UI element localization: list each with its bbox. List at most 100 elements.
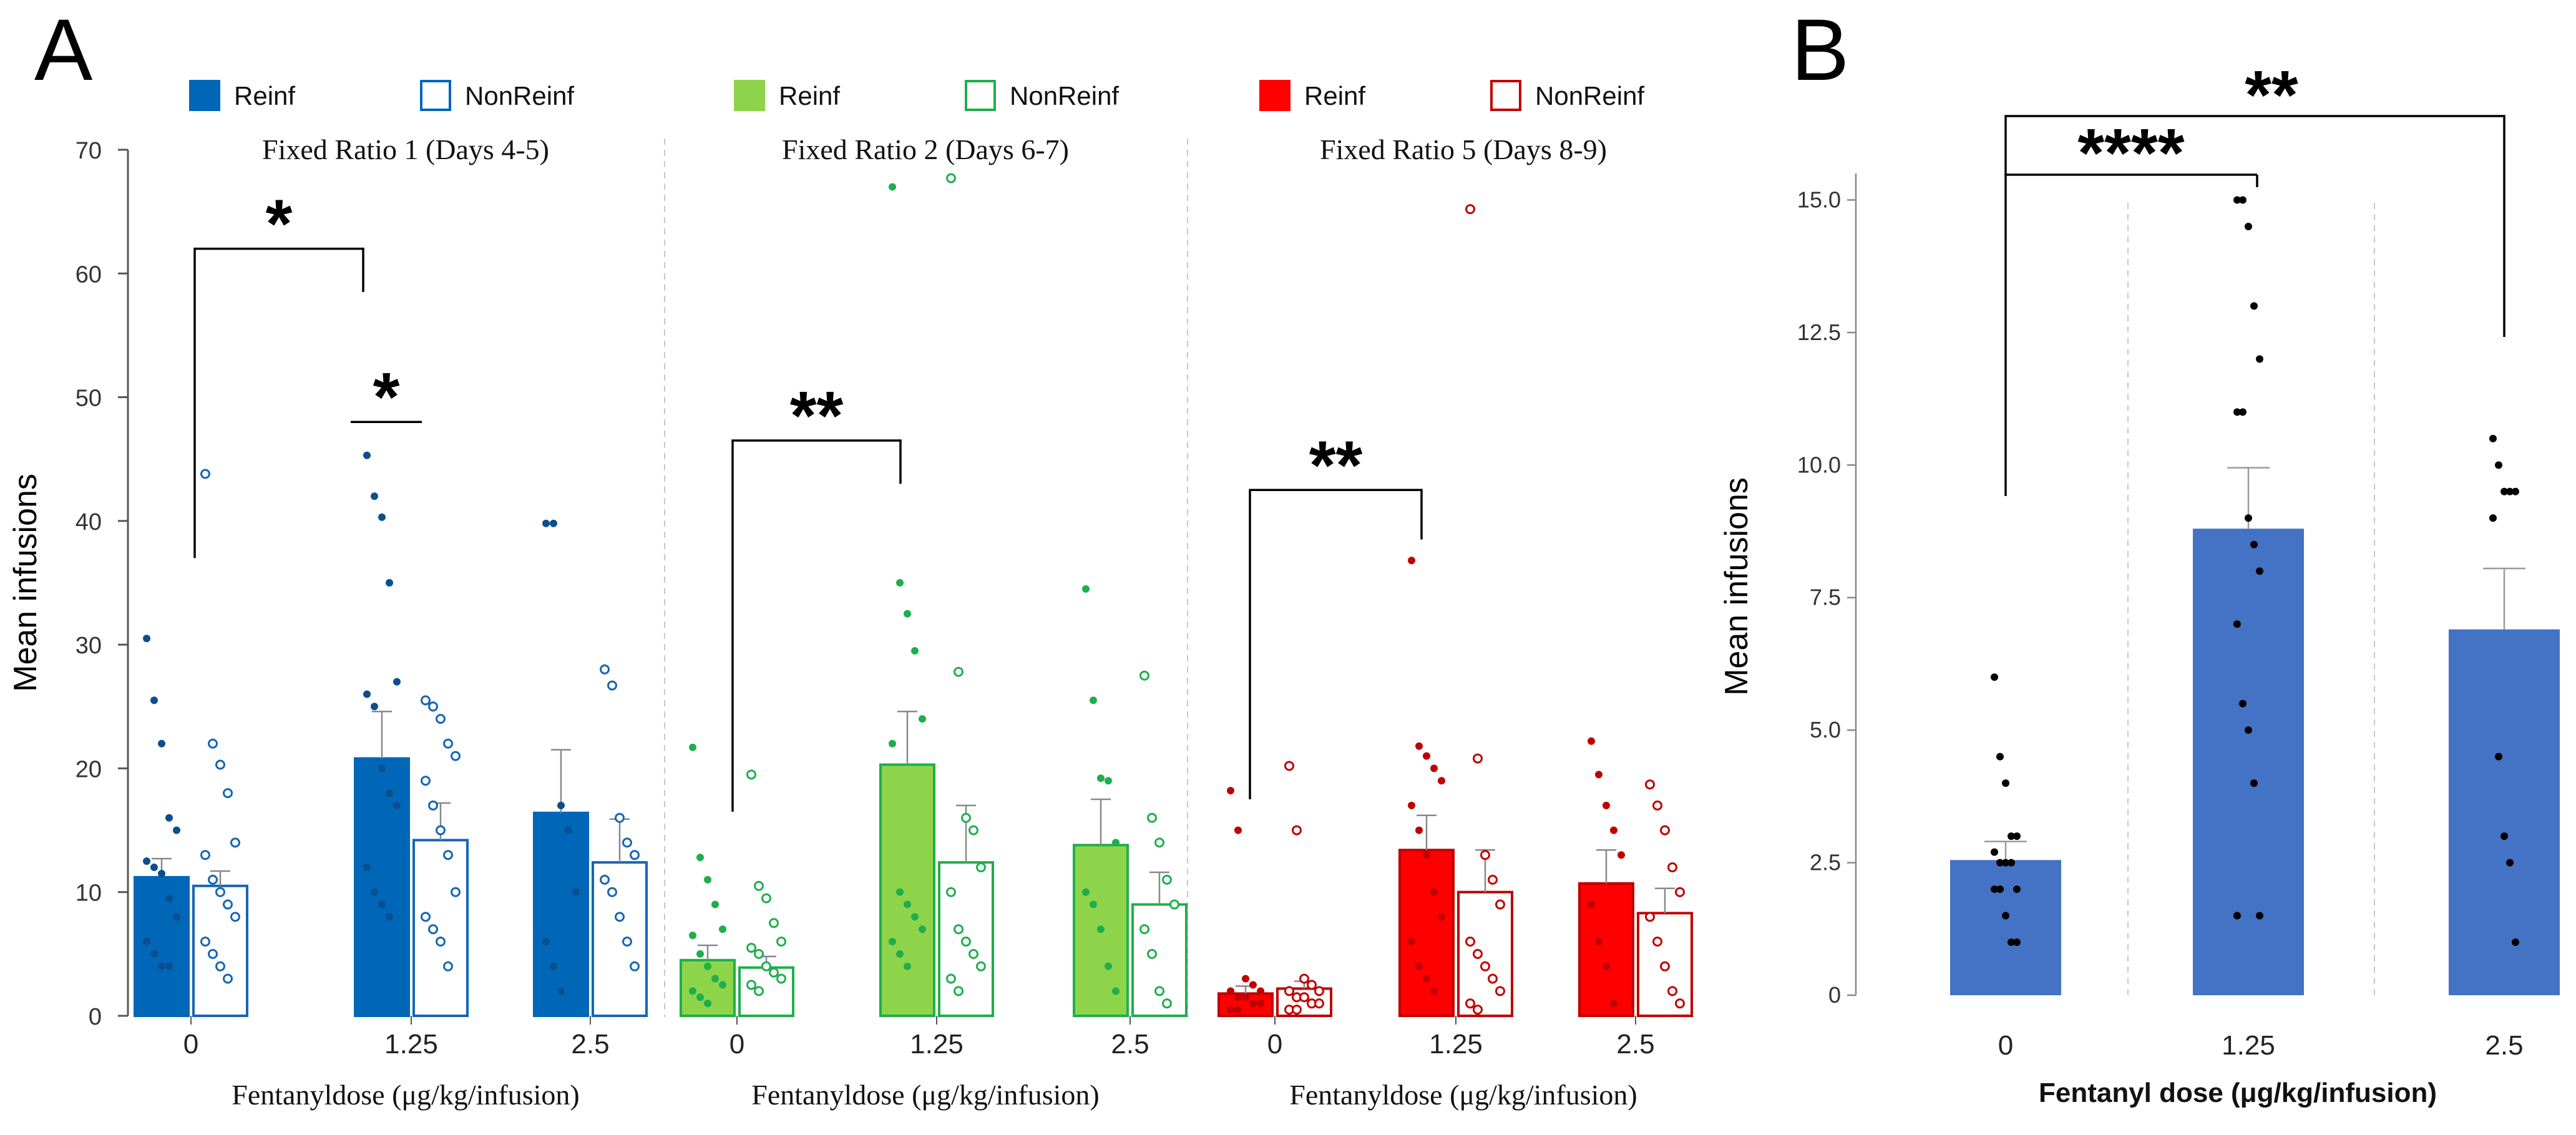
data-point xyxy=(2489,434,2497,442)
data-point-reinf xyxy=(1227,1006,1234,1014)
data-point-nonreinf xyxy=(1645,912,1655,922)
data-point xyxy=(2506,487,2514,495)
data-point-reinf xyxy=(386,789,393,797)
legend-label: Reinf xyxy=(234,81,295,110)
significance-bracket xyxy=(193,247,364,558)
bar-nonreinf-g1-1.25 xyxy=(412,839,469,1018)
significance-label: **** xyxy=(2077,115,2184,192)
x-tick-label: 2.5 xyxy=(1111,1029,1149,1059)
data-point-nonreinf xyxy=(761,961,771,972)
y-tick-label: 0 xyxy=(89,1004,102,1030)
group-title: Fixed Ratio 2 (Days 6-7) xyxy=(782,134,1069,165)
data-point-reinf xyxy=(1090,696,1097,704)
data-point xyxy=(2013,832,2021,840)
data-point-reinf xyxy=(371,888,378,896)
data-point-reinf xyxy=(704,1000,711,1008)
data-point-nonreinf xyxy=(607,887,617,897)
data-point-reinf xyxy=(696,950,704,958)
data-point-reinf xyxy=(158,869,165,877)
data-point-reinf xyxy=(143,635,150,643)
data-point-nonreinf xyxy=(946,887,956,897)
bar-nonreinf-g1-2.5 xyxy=(592,861,648,1018)
data-point xyxy=(2245,726,2252,734)
data-point-reinf xyxy=(1227,987,1234,995)
data-point-nonreinf xyxy=(1480,850,1490,860)
data-point-reinf xyxy=(1257,987,1264,995)
data-point-reinf xyxy=(550,962,557,970)
data-point-reinf xyxy=(386,913,393,921)
data-point-nonreinf xyxy=(1147,948,1157,959)
data-point-reinf xyxy=(889,183,896,191)
data-point-nonreinf xyxy=(954,924,964,935)
data-point xyxy=(2245,222,2252,230)
bar-reinf-g3-1.25 xyxy=(1398,849,1455,1017)
data-point-reinf xyxy=(1112,987,1120,995)
data-point xyxy=(2256,567,2263,575)
data-point-reinf xyxy=(1617,851,1625,859)
group-title: Fixed Ratio 1 (Days 4-5) xyxy=(262,134,549,165)
data-point-reinf xyxy=(911,647,919,655)
y-tick-label: 20 xyxy=(76,756,102,782)
legend-label: NonReinf xyxy=(1010,81,1119,110)
data-point-reinf xyxy=(1105,962,1112,970)
data-point-nonreinf xyxy=(769,918,779,928)
legend-label: Reinf xyxy=(1304,81,1365,110)
data-point-reinf xyxy=(911,913,919,921)
bar-reinf-g1-0 xyxy=(134,875,190,1018)
data-point-nonreinf xyxy=(1299,992,1309,1003)
data-point-nonreinf xyxy=(208,948,218,959)
data-point-nonreinf xyxy=(1154,986,1164,996)
data-point-nonreinf xyxy=(776,973,786,984)
data-point-reinf xyxy=(1242,975,1249,983)
y-axis-title: Mean infusions xyxy=(1719,477,1755,696)
data-point xyxy=(1991,885,1998,894)
data-point-nonreinf xyxy=(754,880,764,891)
data-point xyxy=(2512,938,2519,947)
data-point-nonreinf xyxy=(630,961,640,972)
data-point-reinf xyxy=(1588,737,1595,745)
significance-bracket xyxy=(2004,115,2505,337)
significance-label: * xyxy=(373,359,400,436)
data-point-nonreinf xyxy=(600,664,610,675)
data-point xyxy=(2256,355,2263,363)
data-point-reinf xyxy=(711,975,719,983)
x-axis-title: Fentanyl dose (μg/kg/infusion) xyxy=(2039,1078,2437,1108)
data-point-reinf xyxy=(173,913,180,921)
bar-dose-1.25 xyxy=(2193,529,2304,995)
data-point-nonreinf xyxy=(421,912,431,922)
legend-label: NonReinf xyxy=(465,81,574,110)
data-point-nonreinf xyxy=(769,967,779,978)
data-point-reinf xyxy=(889,938,896,946)
data-point-reinf xyxy=(896,950,904,958)
legend-swatch xyxy=(1259,80,1290,111)
x-tick-label: 0 xyxy=(1998,1030,2013,1061)
data-point-nonreinf xyxy=(436,714,446,724)
data-point-nonreinf xyxy=(1162,874,1172,885)
x-axis-title: Fentanyldose (μg/kg/infusion) xyxy=(1289,1079,1637,1111)
bar-dose-2.5 xyxy=(2449,629,2560,995)
data-point-reinf xyxy=(1234,826,1242,834)
data-point-nonreinf xyxy=(1480,961,1490,972)
data-point xyxy=(2239,699,2247,708)
x-tick-label: 0 xyxy=(183,1029,198,1059)
data-point-nonreinf xyxy=(746,942,756,953)
data-point xyxy=(2256,912,2263,920)
y-tick-label: 0 xyxy=(1828,982,1841,1008)
bar-reinf-g1-2.5 xyxy=(533,811,589,1017)
data-point-nonreinf xyxy=(1465,998,1475,1009)
data-point-nonreinf xyxy=(946,173,956,183)
data-point-reinf xyxy=(371,703,378,711)
data-point-reinf xyxy=(1423,752,1430,760)
data-point-nonreinf xyxy=(436,937,446,947)
bar-dose-0 xyxy=(1950,860,2061,995)
data-point-reinf xyxy=(904,610,911,618)
data-point xyxy=(2008,938,2015,947)
data-point-nonreinf xyxy=(208,874,218,885)
data-point-reinf xyxy=(1090,900,1097,908)
data-point-nonreinf xyxy=(1652,800,1662,811)
data-point-nonreinf xyxy=(615,912,625,922)
data-point xyxy=(2002,912,2009,920)
data-point-nonreinf xyxy=(961,937,971,947)
data-point-reinf xyxy=(1234,993,1242,1001)
panel-b-chart: 0 2.5 5.0 7.5 10.0 12.5 15.0 Mean infusions 0 1.2… xyxy=(1719,57,2560,1108)
